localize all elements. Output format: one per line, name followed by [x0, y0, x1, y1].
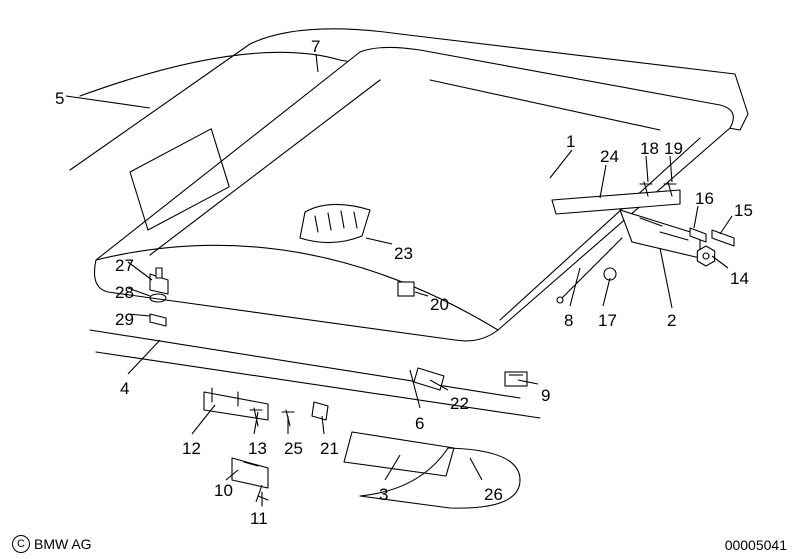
callout-8: 8	[564, 312, 573, 329]
copyright: C BMW AG	[12, 535, 92, 553]
callout-18: 18	[640, 140, 659, 157]
callout-19: 19	[664, 140, 683, 157]
callout-22: 22	[450, 395, 469, 412]
callout-23: 23	[394, 245, 413, 262]
callout-7: 7	[311, 38, 320, 55]
callout-10: 10	[214, 482, 233, 499]
callout-17: 17	[598, 312, 617, 329]
callout-4: 4	[120, 380, 129, 397]
exploded-diagram	[0, 0, 799, 559]
callout-1: 1	[566, 133, 575, 150]
copyright-text: BMW AG	[34, 536, 92, 552]
callout-5: 5	[55, 90, 64, 107]
callout-20: 20	[430, 296, 449, 313]
callout-6: 6	[415, 415, 424, 432]
callout-28: 28	[115, 284, 134, 301]
callout-21: 21	[320, 440, 339, 457]
part-number: 00005041	[725, 537, 787, 553]
callout-2: 2	[667, 312, 676, 329]
callout-16: 16	[695, 190, 714, 207]
copyright-icon: C	[12, 535, 30, 553]
callout-15: 15	[734, 202, 753, 219]
callout-27: 27	[115, 257, 134, 274]
diagram-svg	[0, 0, 799, 559]
callout-26: 26	[484, 486, 503, 503]
callout-24: 24	[600, 148, 619, 165]
callout-3: 3	[379, 486, 388, 503]
callout-11: 11	[250, 510, 268, 527]
callout-14: 14	[730, 270, 749, 287]
callout-13: 13	[248, 440, 267, 457]
callout-9: 9	[541, 387, 550, 404]
callout-25: 25	[284, 440, 303, 457]
callout-29: 29	[115, 311, 134, 328]
callout-12: 12	[182, 440, 201, 457]
